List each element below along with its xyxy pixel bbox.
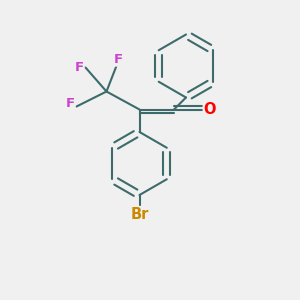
Text: F: F: [114, 52, 123, 66]
Text: O: O: [204, 102, 216, 117]
Text: Br: Br: [130, 207, 149, 222]
Text: F: F: [65, 97, 74, 110]
Text: F: F: [74, 61, 83, 74]
